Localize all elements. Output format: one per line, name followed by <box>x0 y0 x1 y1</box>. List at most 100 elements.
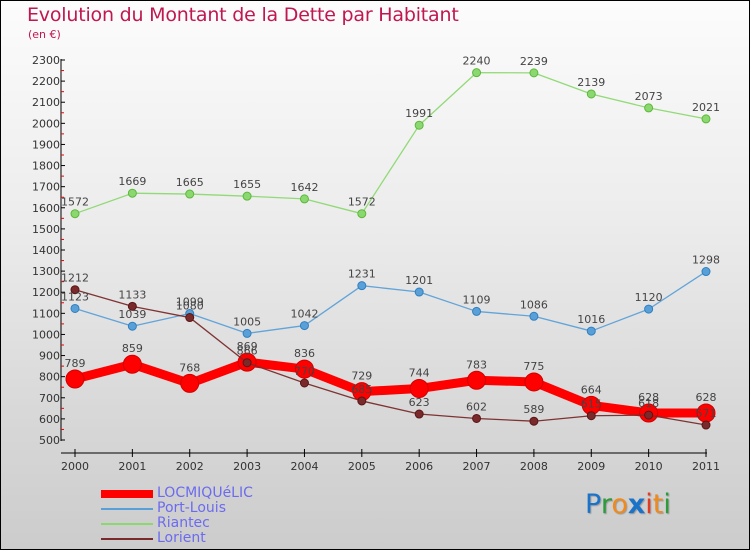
data-point-riantec <box>299 194 309 204</box>
y-tick-label: 1600 <box>32 202 60 215</box>
data-point-port-louis <box>414 287 424 297</box>
y-tick-label: 2000 <box>32 117 60 130</box>
series-locmiqu-lic <box>65 352 716 423</box>
data-label-locmiqu-lic: 836 <box>294 347 315 360</box>
x-tick-label: 2010 <box>635 460 663 473</box>
data-point-lorient <box>242 358 252 368</box>
data-point-port-louis <box>70 303 80 313</box>
data-point-riantec <box>529 68 539 78</box>
x-tick-label: 2011 <box>692 460 720 473</box>
data-point-riantec <box>701 114 711 124</box>
data-label-locmiqu-lic: 628 <box>696 391 717 404</box>
legend-item-locmiqu-lic: LOCMIQUéLIC <box>101 486 253 501</box>
y-tick-label: 1200 <box>32 286 60 299</box>
series-layer <box>65 68 716 430</box>
data-label-lorient: 685 <box>351 383 372 396</box>
logo-letter: i <box>663 489 671 520</box>
data-point-lorient <box>586 411 596 421</box>
data-label-lorient: 589 <box>523 403 544 416</box>
data-label-riantec: 2073 <box>635 90 663 103</box>
data-label-locmiqu-lic: 744 <box>409 366 430 379</box>
proxiti-logo: Proxiti <box>585 489 671 520</box>
data-point-port-louis <box>701 267 711 277</box>
data-point-port-louis <box>472 306 482 316</box>
data-point-locmiqu-lic <box>524 372 544 392</box>
data-point-riantec <box>586 89 596 99</box>
data-label-riantec: 2239 <box>520 55 548 68</box>
series-line-port-louis <box>74 270 707 335</box>
data-point-lorient <box>185 313 195 323</box>
series-line-lorient <box>74 289 707 426</box>
series-line-locmiqu-lic <box>70 357 711 418</box>
data-label-locmiqu-lic: 729 <box>351 370 372 383</box>
legend-swatch <box>101 522 153 525</box>
y-tick-label: 1700 <box>32 181 60 194</box>
data-point-locmiqu-lic <box>180 373 200 393</box>
data-label-lorient: 770 <box>294 365 315 378</box>
data-label-port-louis: 1005 <box>233 315 261 328</box>
chart-subtitle: (en €) <box>28 28 61 41</box>
data-point-riantec <box>472 68 482 78</box>
y-tick-label: 1400 <box>32 244 60 257</box>
data-label-locmiqu-lic: 783 <box>466 358 487 371</box>
data-point-lorient <box>70 285 80 295</box>
data-label-locmiqu-lic: 789 <box>65 357 86 370</box>
data-label-locmiqu-lic: 859 <box>122 342 143 355</box>
data-point-port-louis <box>644 304 654 314</box>
data-point-lorient <box>529 416 539 426</box>
data-label-lorient: 618 <box>638 397 659 410</box>
data-label-port-louis: 1123 <box>61 290 89 303</box>
legend-label: Port-Louis <box>157 500 226 516</box>
logo-letter: t <box>652 489 664 520</box>
data-point-riantec <box>644 103 654 113</box>
y-tick-label: 1500 <box>32 223 60 236</box>
data-label-port-louis: 1298 <box>692 254 720 267</box>
data-label-locmiqu-lic: 869 <box>237 340 258 353</box>
legend-swatch <box>101 507 153 510</box>
data-label-port-louis: 1120 <box>635 291 663 304</box>
data-label-port-louis: 1201 <box>405 274 433 287</box>
y-tick-label: 1000 <box>32 328 60 341</box>
data-label-riantec: 1665 <box>176 176 204 189</box>
x-tick-label: 2008 <box>520 460 548 473</box>
data-label-locmiqu-lic: 628 <box>638 391 659 404</box>
data-label-lorient: 1133 <box>118 288 146 301</box>
legend-label: Riantec <box>157 515 210 531</box>
data-label-riantec: 2021 <box>692 101 720 114</box>
data-point-riantec <box>127 188 137 198</box>
data-label-riantec: 2139 <box>577 76 605 89</box>
legend-item-riantec: Riantec <box>101 516 253 531</box>
legend-label: LOCMIQUéLIC <box>157 485 253 501</box>
logo-letter: x <box>627 489 646 520</box>
y-tick-label: 900 <box>39 350 60 363</box>
data-point-locmiqu-lic <box>65 369 85 389</box>
data-point-locmiqu-lic <box>122 354 142 374</box>
legend-item-lorient: Lorient <box>101 531 253 546</box>
data-point-port-louis <box>242 328 252 338</box>
data-point-port-louis <box>357 281 367 291</box>
data-point-lorient <box>414 409 424 419</box>
data-label-lorient: 615 <box>581 398 602 411</box>
data-label-riantec: 1572 <box>348 196 376 209</box>
data-label-lorient: 1080 <box>176 300 204 313</box>
data-label-riantec: 2240 <box>463 55 491 68</box>
x-tick-label: 2006 <box>405 460 433 473</box>
series-riantec <box>70 68 711 219</box>
legend-label: Lorient <box>157 530 206 546</box>
data-point-port-louis <box>586 326 596 336</box>
data-labels-layer: 1572 1669 1665 1655 1642 1572 1991 2240 2239 2139… <box>61 55 720 420</box>
data-point-lorient <box>357 396 367 406</box>
data-label-lorient: 866 <box>237 345 258 358</box>
data-label-lorient: 602 <box>466 400 487 413</box>
data-label-port-louis: 1231 <box>348 268 376 281</box>
data-point-port-louis <box>529 311 539 321</box>
data-label-lorient: 571 <box>696 407 717 420</box>
y-tick-label: 1800 <box>32 160 60 173</box>
y-tick-label: 800 <box>39 371 60 384</box>
y-tick-label: 1900 <box>32 138 60 151</box>
legend-swatch <box>101 489 153 498</box>
data-label-riantec: 1991 <box>405 107 433 120</box>
data-point-port-louis <box>127 321 137 331</box>
data-point-lorient <box>299 378 309 388</box>
